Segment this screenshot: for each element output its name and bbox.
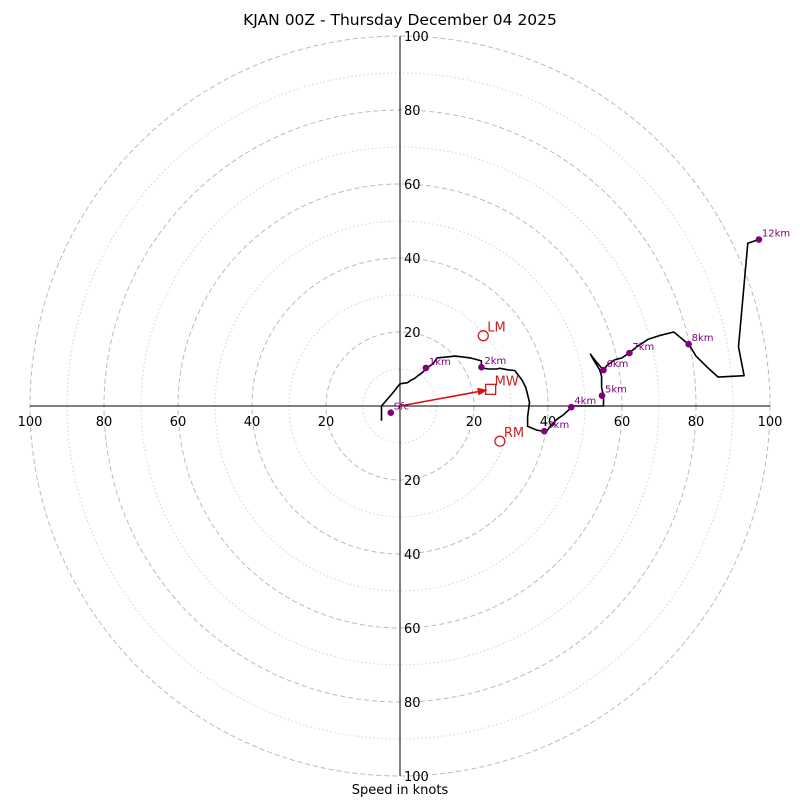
height-label-3km: 3km [547, 420, 569, 431]
x-tick-label: 40 [540, 415, 557, 430]
height-label-1km: 1km [429, 357, 451, 368]
height-label-sfc: Sfc [394, 402, 409, 413]
y-tick-label: 20 [404, 474, 421, 489]
height-point-2km [478, 363, 485, 371]
y-tick-label: 60 [404, 178, 421, 193]
storm-motion-layer: LM MW RM [399, 321, 524, 447]
x-tick-label: 100 [758, 415, 783, 430]
x-tick-label: 20 [318, 415, 335, 430]
x-tick-label: 40 [244, 415, 261, 430]
height-label-7km: 7km [632, 342, 654, 353]
y-tick-label: 40 [404, 252, 421, 267]
height-label-4km: 4km [574, 396, 596, 407]
chart-title: KJAN 00Z - Thursday December 04 2025 [243, 11, 557, 29]
storm-motion-rm-label: RM [504, 426, 524, 441]
height-label-6km: 6km [607, 359, 629, 370]
mean-wind-vector [399, 387, 488, 407]
y-tick-label: 100 [404, 30, 429, 45]
height-point-7km [626, 349, 633, 357]
x-axis-label: Speed in knots [351, 783, 449, 798]
storm-motion-mw-marker [484, 383, 497, 396]
height-point-6km [600, 366, 607, 374]
hodograph-trace [380, 238, 760, 433]
y-tick-label: 100 [404, 770, 429, 785]
storm-motion-lm-marker [477, 330, 489, 342]
height-label-2km: 2km [484, 356, 506, 367]
y-tick-label: 80 [404, 696, 421, 711]
height-label-12km: 12km [762, 229, 790, 240]
x-tick-label: 100 [18, 415, 43, 430]
x-tick-label: 60 [614, 415, 631, 430]
tick-labels: 100 100 80 80 60 60 40 40 20 20 20 20 40 40 60 60 80 80 10… [18, 30, 783, 785]
wind-trace-layer [380, 238, 760, 433]
y-tick-label: 60 [404, 622, 421, 637]
x-tick-label: 60 [170, 415, 187, 430]
y-tick-label: 40 [404, 548, 421, 563]
height-point-1km [422, 364, 430, 372]
height-point-8km [685, 340, 692, 348]
storm-motion-mw-label: MW [495, 374, 519, 389]
x-tick-label: 80 [688, 415, 705, 430]
y-tick-label: 20 [404, 326, 421, 341]
height-label-5km: 5km [605, 385, 627, 396]
storm-motion-lm-label: LM [487, 321, 505, 336]
x-tick-label: 80 [96, 415, 113, 430]
storm-motion-rm-marker [494, 435, 506, 447]
y-tick-label: 80 [404, 104, 421, 119]
height-point-4km [568, 403, 575, 411]
height-point-sfc [387, 409, 395, 416]
height-label-8km: 8km [692, 333, 714, 344]
height-point-12km [755, 236, 763, 243]
height-point-3km [541, 427, 548, 435]
x-tick-label: 20 [466, 415, 483, 430]
height-point-5km [598, 392, 606, 399]
